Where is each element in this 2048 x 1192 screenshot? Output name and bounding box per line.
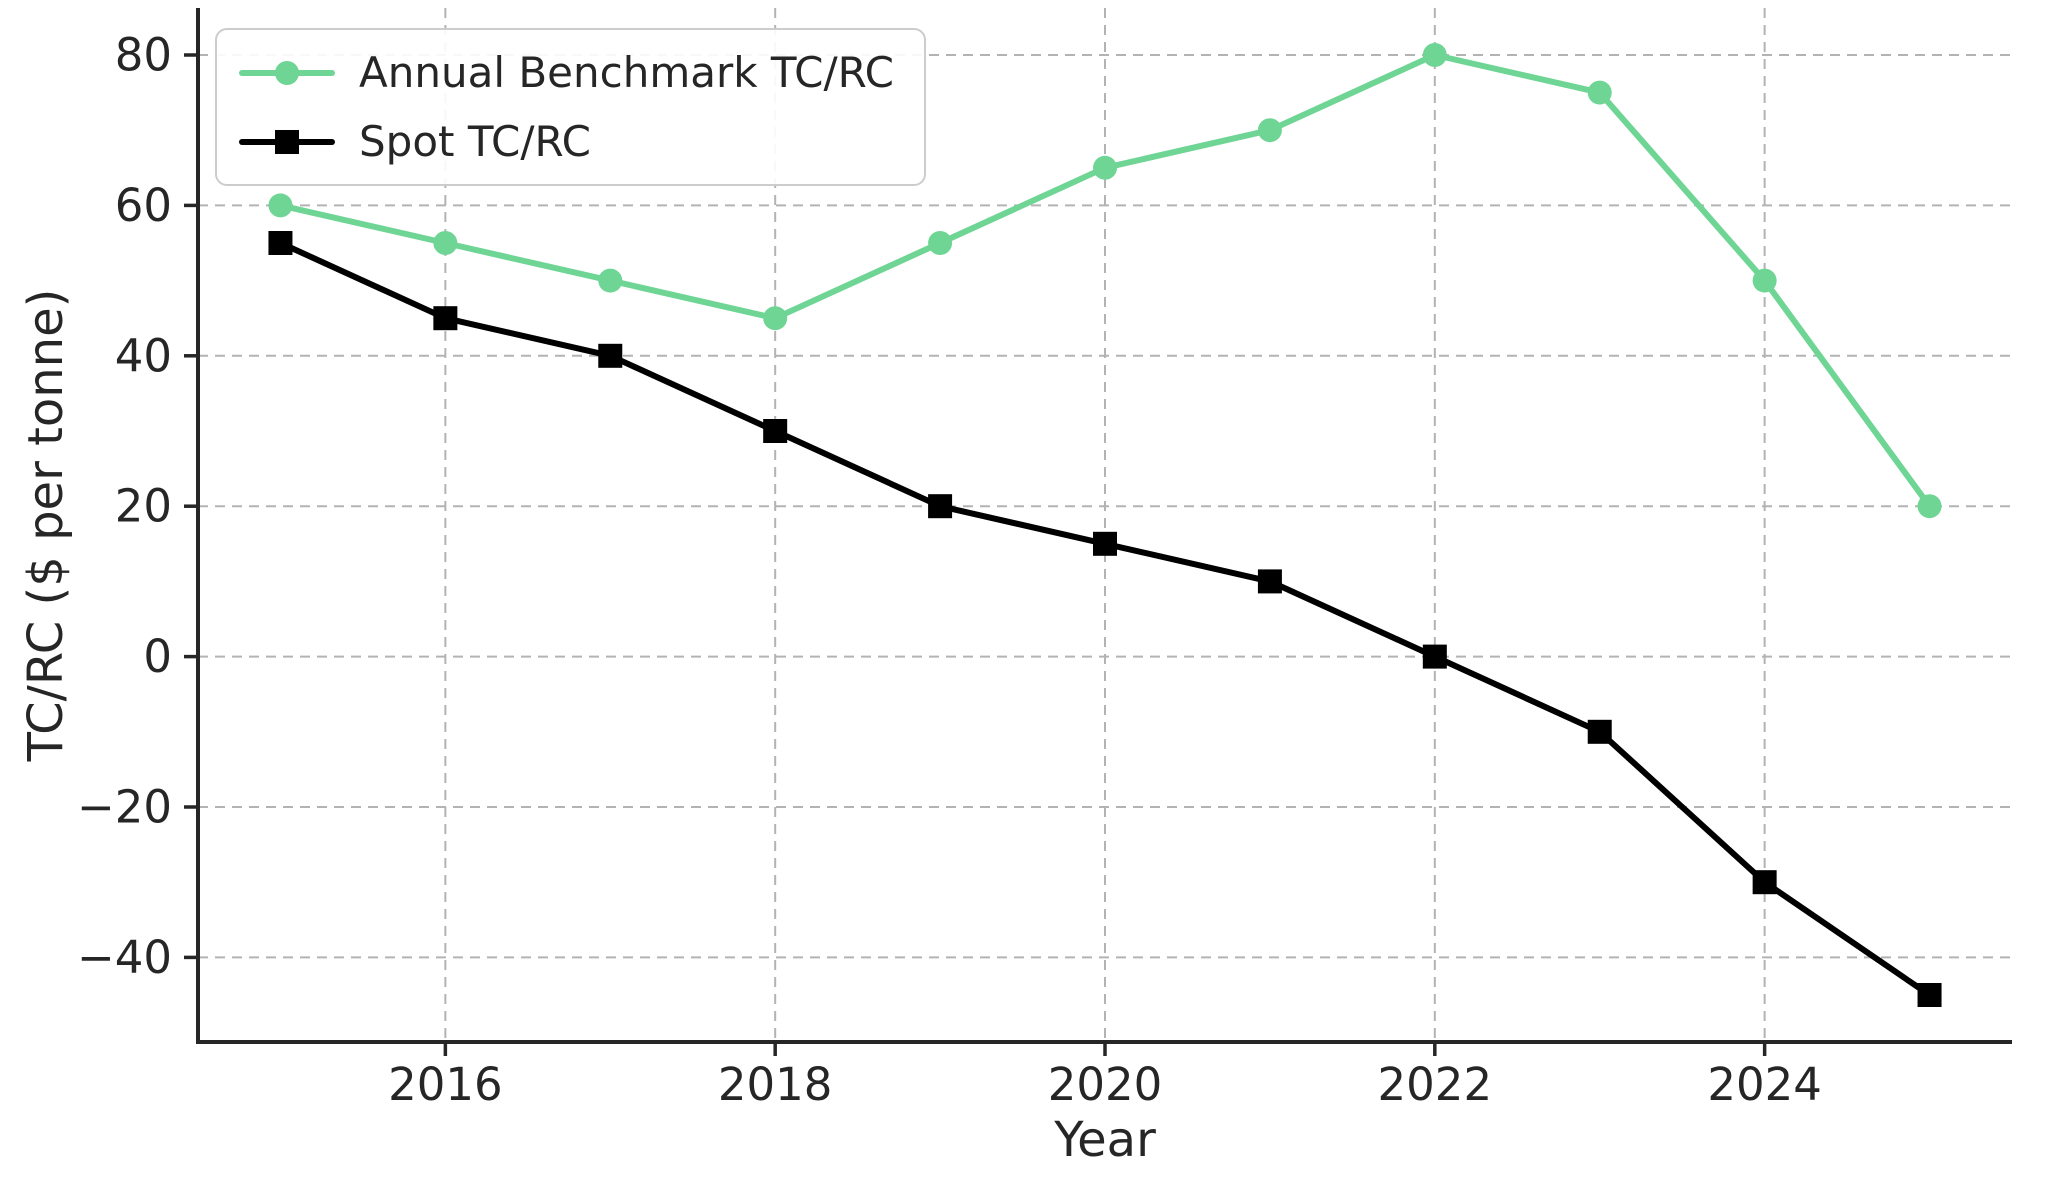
data-point-benchmark (1752, 268, 1777, 293)
data-point-benchmark (433, 231, 458, 255)
x-tick-label: 2016 (388, 1058, 503, 1111)
y-tick-label: −40 (77, 931, 172, 984)
data-point-spot (598, 343, 623, 368)
data-point-spot (1917, 983, 1942, 1007)
legend-label-benchmark: Annual Benchmark TC/RC (359, 48, 895, 97)
data-point-benchmark (1917, 494, 1942, 519)
legend-label-spot: Spot TC/RC (359, 117, 591, 166)
x-axis-title: Year (1054, 1112, 1156, 1168)
data-point-spot (1422, 644, 1447, 669)
data-point-spot (1093, 531, 1117, 556)
data-point-spot (1257, 569, 1282, 594)
y-tick-label: 60 (115, 179, 172, 232)
data-point-benchmark (1587, 80, 1612, 105)
data-point-spot (928, 494, 953, 519)
legend-item-benchmark: Annual Benchmark TC/RC (239, 48, 894, 97)
data-point-benchmark (1093, 155, 1117, 180)
legend: Annual Benchmark TC/RC Spot TC/RC (215, 28, 927, 186)
data-point-spot (433, 306, 458, 331)
data-point-benchmark (598, 268, 623, 293)
y-tick-label: −20 (77, 781, 172, 834)
x-tick-label: 2024 (1707, 1058, 1822, 1111)
data-point-spot (1752, 870, 1777, 895)
legend-line-square-icon (239, 129, 335, 154)
y-tick-label: 40 (115, 329, 172, 382)
data-point-spot (268, 231, 293, 255)
legend-line-circle-icon (239, 60, 335, 85)
x-tick-label: 2018 (718, 1058, 833, 1111)
x-tick-label: 2020 (1048, 1058, 1163, 1111)
data-point-benchmark (928, 231, 953, 255)
data-point-benchmark (268, 193, 293, 218)
legend-item-spot: Spot TC/RC (239, 117, 894, 166)
y-tick-label: 80 (115, 29, 172, 82)
y-axis-title: TC/RC ($ per tonne) (18, 288, 74, 762)
data-point-spot (763, 419, 788, 443)
data-point-benchmark (763, 306, 788, 331)
data-point-benchmark (1422, 43, 1447, 67)
y-tick-label: 0 (143, 630, 172, 683)
data-point-benchmark (1257, 118, 1282, 143)
y-tick-label: 20 (115, 480, 172, 533)
data-point-spot (1587, 719, 1612, 744)
x-tick-label: 2022 (1378, 1058, 1493, 1111)
